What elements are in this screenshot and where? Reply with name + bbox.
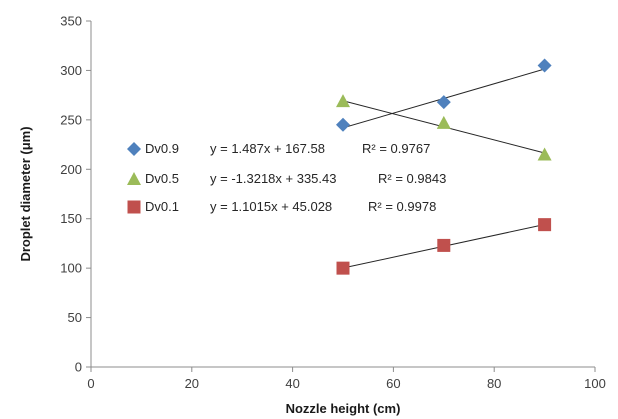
data-point-dv01: [437, 239, 450, 252]
y-ticks: 0 50 100 150 200 250 300 350: [60, 14, 91, 375]
legend: Dv0.9 y = 1.487x + 167.58 R² = 0.9767 Dv0.5…: [127, 141, 446, 214]
data-point-dv01: [337, 262, 350, 275]
y-tick-label: 0: [75, 360, 82, 375]
data-point-dv05: [437, 116, 451, 129]
y-tick-label: 250: [60, 112, 82, 127]
data-point-dv05: [538, 147, 552, 160]
y-tick-label: 200: [60, 162, 82, 177]
legend-r-squared: R² = 0.9978: [368, 199, 436, 214]
legend-series-name: Dv0.9: [145, 141, 179, 156]
legend-equation: y = -1.3218x + 335.43: [210, 171, 336, 186]
data-points: [336, 58, 552, 274]
y-axis-title: Droplet diameter (μm): [18, 126, 33, 261]
data-point-dv01: [538, 218, 551, 231]
y-tick-label: 100: [60, 261, 82, 276]
legend-r-squared: R² = 0.9843: [378, 171, 446, 186]
y-tick-label: 150: [60, 211, 82, 226]
y-tick-label: 50: [68, 310, 82, 325]
legend-equation: y = 1.487x + 167.58: [210, 141, 325, 156]
x-axis-title: Nozzle height (cm): [286, 401, 401, 416]
data-point-dv05: [336, 94, 350, 107]
y-tick-label: 350: [60, 14, 82, 29]
x-tick-label: 100: [584, 376, 606, 391]
x-tick-label: 0: [87, 376, 94, 391]
axes: [91, 21, 595, 367]
x-tick-label: 40: [285, 376, 299, 391]
y-tick-label: 300: [60, 63, 82, 78]
data-point-dv09: [336, 118, 350, 132]
legend-marker-dv09: [127, 142, 141, 156]
legend-marker-dv01: [128, 201, 141, 214]
x-tick-label: 80: [487, 376, 501, 391]
legend-series-name: Dv0.5: [145, 171, 179, 186]
legend-r-squared: R² = 0.9767: [362, 141, 430, 156]
x-tick-label: 20: [185, 376, 199, 391]
legend-marker-dv05: [127, 172, 141, 185]
x-tick-label: 60: [386, 376, 400, 391]
x-ticks: 0 20 40 60 80 100: [87, 367, 605, 391]
legend-equation: y = 1.1015x + 45.028: [210, 199, 332, 214]
legend-series-name: Dv0.1: [145, 199, 179, 214]
